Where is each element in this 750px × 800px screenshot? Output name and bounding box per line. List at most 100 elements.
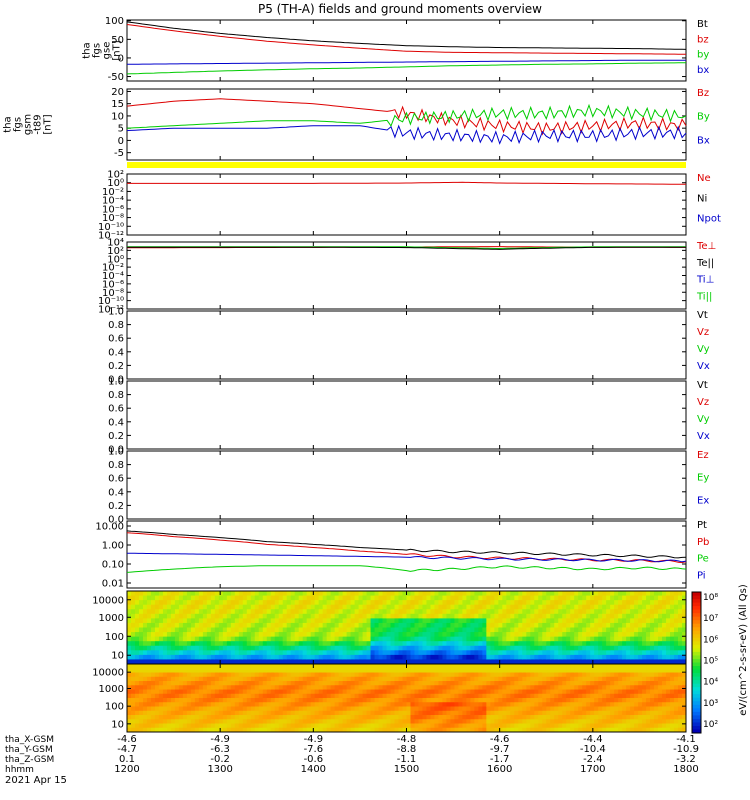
spectrogram-cell — [378, 600, 384, 606]
spectrogram-cell — [626, 654, 631, 660]
spectrogram-cell — [174, 609, 180, 615]
spectrogram-cell — [470, 710, 475, 716]
spectrogram-cell — [246, 650, 252, 656]
spectrogram-cell — [382, 681, 388, 686]
spectrogram-cell — [346, 681, 352, 686]
spectrogram-cell — [550, 664, 555, 669]
spectrogram-cell — [170, 595, 176, 601]
spectrogram-cell — [134, 668, 140, 673]
spectrogram-cell — [490, 609, 495, 615]
spectrogram-cell — [414, 681, 419, 686]
spectrogram-cell — [682, 609, 687, 615]
spectrogram-cell — [650, 636, 655, 642]
spectrogram-cell — [630, 595, 635, 601]
spectrogram-cell — [358, 719, 364, 724]
spectrogram-cell — [518, 676, 523, 682]
spectrogram-cell — [294, 645, 300, 651]
spectrogram-cell — [570, 668, 575, 673]
colorbar-swatch — [692, 711, 701, 716]
spectrogram-cell — [674, 681, 679, 686]
spectrogram-cell — [538, 668, 543, 673]
y-tick-label: 0.4 — [108, 347, 124, 358]
spectrogram-cell — [410, 715, 415, 720]
spectrogram-cell — [594, 672, 599, 678]
spectrogram-cell — [462, 600, 467, 606]
spectrogram-cell — [278, 668, 284, 673]
spectrogram-cell — [298, 723, 304, 729]
spectrogram-cell — [466, 654, 471, 660]
spectrogram-cell — [646, 641, 651, 647]
spectrogram-cell — [234, 702, 240, 707]
spectrogram-cell — [450, 710, 455, 716]
spectrogram-cell — [250, 600, 256, 606]
spectrogram-cell — [182, 668, 188, 673]
spectrogram-cell — [650, 672, 655, 678]
spectrogram-cell — [534, 676, 539, 682]
spectrogram-cell — [346, 627, 352, 633]
spectrogram-cell — [250, 676, 256, 682]
spectrogram-cell — [182, 600, 188, 606]
spectrogram-cell — [462, 632, 467, 638]
spectrogram-cell — [270, 622, 276, 628]
spectrogram-cell — [654, 672, 659, 678]
spectrogram-cell — [322, 672, 328, 678]
spectrogram-cell — [506, 668, 511, 673]
spectrogram-cell — [418, 706, 423, 712]
spectrogram-cell — [614, 636, 619, 642]
spectrogram-cell — [650, 632, 655, 638]
spectrogram-cell — [378, 664, 384, 669]
spectrogram-cell — [230, 609, 236, 615]
spectrogram-cell — [614, 618, 619, 624]
spectrogram-cell — [266, 698, 272, 703]
spectrogram-cell — [178, 604, 184, 610]
spectrogram-cell — [246, 627, 252, 633]
spectrogram-cell — [614, 676, 619, 682]
date-label: 2021 Apr 15 — [5, 775, 67, 786]
spectrogram-cell — [534, 672, 539, 678]
spectrogram-cell — [246, 600, 252, 606]
spectrogram-cell — [638, 659, 643, 665]
spectrogram-cell — [238, 650, 244, 656]
spectrogram-cell — [174, 636, 180, 642]
spectrogram-cell — [550, 622, 555, 628]
spectrogram-cell — [526, 654, 531, 660]
spectrogram-cell — [358, 595, 364, 601]
spectrogram-cell — [218, 641, 224, 647]
spectrogram-cell — [670, 595, 675, 601]
spectrogram-cell — [346, 693, 352, 699]
spectrogram-cell — [286, 702, 292, 707]
spectrogram-cell — [350, 681, 356, 686]
y-tick-label: 1.00 — [102, 541, 124, 552]
spectrogram-cell — [314, 685, 320, 690]
spectrogram-cell — [127, 622, 132, 628]
spectrogram-cell — [234, 609, 240, 615]
spectrogram-cell — [286, 710, 292, 716]
spectrogram-cell — [682, 654, 687, 660]
spectrogram-cell — [298, 627, 304, 633]
spectrogram-cell — [670, 654, 675, 660]
spectrogram-cell — [374, 591, 380, 597]
spectrogram-cell — [602, 698, 607, 703]
spectrogram-cell — [250, 641, 256, 647]
spectrogram-cell — [466, 681, 471, 686]
spectrogram-cell — [250, 719, 256, 724]
spectrogram-cell — [462, 659, 467, 665]
spectrogram-cell — [458, 641, 463, 647]
spectrogram-cell — [470, 659, 475, 665]
spectrogram-cell — [582, 710, 587, 716]
spectrogram-cell — [222, 719, 228, 724]
spectrogram-cell — [566, 668, 571, 673]
spectrogram-cell — [538, 710, 543, 716]
spectrogram-cell — [366, 698, 372, 703]
spectrogram-cell — [454, 664, 459, 669]
spectrogram-cell — [326, 622, 332, 628]
spectrogram-cell — [334, 627, 340, 633]
y-tick-label: 10⁻¹² — [98, 231, 124, 242]
spectrogram-cell — [430, 600, 435, 606]
spectrogram-cell — [566, 609, 571, 615]
spectrogram-cell — [382, 613, 388, 619]
spectrogram-cell — [670, 672, 675, 678]
spectrogram-cell — [390, 600, 396, 606]
spectrogram-cell — [362, 723, 368, 729]
